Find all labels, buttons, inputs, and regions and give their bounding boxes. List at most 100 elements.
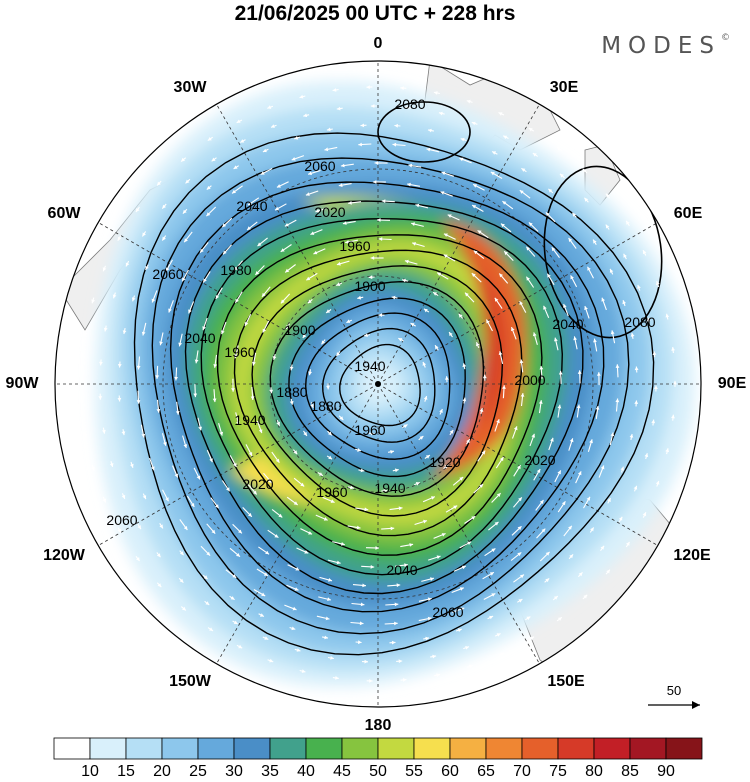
- wind-arrowhead: [370, 256, 375, 260]
- wind-arrowhead: [651, 419, 656, 424]
- contour-label-text: 1960: [354, 422, 385, 438]
- wind-arrowhead: [308, 171, 312, 176]
- wind-arrowhead: [422, 361, 427, 366]
- wind-arrowhead: [83, 332, 88, 337]
- wind-arrowhead: [586, 496, 590, 501]
- colorbar: [53, 737, 703, 760]
- wind-arrowhead: [179, 551, 184, 556]
- latitude-circle: [162, 168, 594, 600]
- wind-arrowhead: [644, 453, 649, 458]
- wind-arrowhead: [481, 450, 486, 455]
- wind-arrowhead: [335, 676, 339, 680]
- colorbar-tick-label: 45: [333, 763, 351, 780]
- wind-arrowhead: [500, 652, 505, 657]
- colorbar-swatch: [125, 737, 163, 760]
- wind-arrowhead: [587, 266, 591, 271]
- wind-arrowhead: [372, 180, 377, 184]
- contour-label-text: 2040: [184, 330, 215, 346]
- wind-arrowhead: [520, 574, 524, 579]
- wind-arrowhead: [289, 400, 294, 405]
- wind-arrowhead: [155, 375, 160, 379]
- wind-arrowhead: [626, 220, 630, 225]
- wind-arrowhead: [326, 385, 330, 390]
- colorbar-tick-label: 60: [441, 763, 459, 780]
- wind-arrowhead: [459, 157, 464, 162]
- wind-arrowhead: [419, 436, 424, 440]
- wind-arrowhead: [671, 414, 675, 419]
- wind-arrowhead: [583, 594, 588, 599]
- wind-arrowhead: [302, 334, 307, 339]
- lon-label-60e: 60E: [673, 205, 703, 222]
- reference-arrowhead: [692, 701, 700, 709]
- wind-arrowhead: [336, 261, 341, 266]
- wind-arrowhead: [630, 332, 635, 337]
- wind-arrowhead: [471, 273, 476, 277]
- south-pole-marker: [375, 381, 381, 387]
- wind-arrowhead: [232, 574, 237, 578]
- wind-arrowhead: [528, 128, 533, 132]
- wind-arrowhead: [486, 319, 490, 324]
- wind-arrowhead: [543, 305, 547, 310]
- wind-arrowhead: [323, 517, 328, 521]
- wind-arrowhead: [492, 151, 497, 155]
- wind-arrowhead: [519, 359, 524, 364]
- wind-arrowhead: [577, 471, 582, 476]
- wind-arrowhead: [499, 273, 503, 278]
- wind-arrowhead: [584, 306, 588, 310]
- wind-arrowhead: [99, 361, 103, 366]
- wind-arrowhead: [473, 250, 478, 255]
- wind-arrowhead: [378, 237, 383, 241]
- wind-arrowhead: [605, 193, 610, 198]
- contour-label-text: 1960: [316, 484, 347, 500]
- wind-arrowhead: [582, 168, 587, 173]
- wind-arrowhead: [330, 499, 335, 503]
- wind-arrowhead: [286, 324, 290, 329]
- height-contour-high-north: [377, 101, 471, 163]
- wind-arrowhead: [563, 303, 567, 308]
- wind-arrowhead: [489, 615, 494, 620]
- wind-arrowhead: [276, 184, 281, 188]
- wind-arrowhead: [634, 400, 639, 404]
- wind-arrowhead: [517, 526, 522, 531]
- wind-arrowhead: [236, 553, 240, 557]
- height-contour: [200, 217, 564, 576]
- wind-arrowhead: [606, 569, 610, 574]
- contour-label-text: 2020: [242, 476, 273, 492]
- wind-arrowhead: [330, 656, 334, 660]
- wind-arrowhead: [262, 292, 266, 297]
- wind-arrowhead: [308, 531, 313, 535]
- wind-arrowhead: [466, 439, 470, 444]
- wind-arrowhead: [103, 327, 108, 332]
- wind-arrowhead: [375, 546, 379, 550]
- height-contour: [339, 343, 421, 427]
- wind-arrowhead: [102, 429, 106, 434]
- wind-arrowhead: [221, 330, 225, 335]
- wind-arrowhead: [518, 497, 522, 502]
- wind-arrowhead: [472, 205, 477, 209]
- wind-arrowhead: [584, 197, 589, 202]
- wind-arrowhead: [91, 299, 95, 304]
- wind-arrowhead: [102, 267, 107, 272]
- lon-label-90e: 90E: [717, 375, 747, 392]
- contour-label: 1880: [276, 384, 307, 400]
- contour-label-text: 2060: [304, 158, 335, 174]
- wind-arrowhead: [360, 468, 365, 473]
- wind-arrowhead: [398, 338, 403, 342]
- wind-arrowhead: [156, 409, 161, 413]
- wind-arrowhead: [572, 212, 577, 217]
- wind-arrowhead: [211, 157, 216, 162]
- wind-arrowhead: [557, 404, 562, 409]
- wind-arrowhead: [109, 463, 114, 467]
- colorbar-swatch: [629, 737, 667, 760]
- wind-arrowhead: [259, 613, 264, 617]
- wind-arrowhead: [303, 113, 308, 118]
- wind-arrowhead: [346, 319, 351, 323]
- wind-arrowhead: [280, 248, 285, 252]
- wind-arrowhead: [499, 457, 504, 462]
- lon-label-90w: 90W: [5, 375, 39, 392]
- wind-arrowhead: [159, 524, 163, 529]
- wind-arrowhead: [350, 485, 354, 490]
- wind-arrowhead: [295, 567, 300, 571]
- wind-arrowhead: [431, 496, 435, 500]
- wind-arrowhead: [336, 282, 341, 286]
